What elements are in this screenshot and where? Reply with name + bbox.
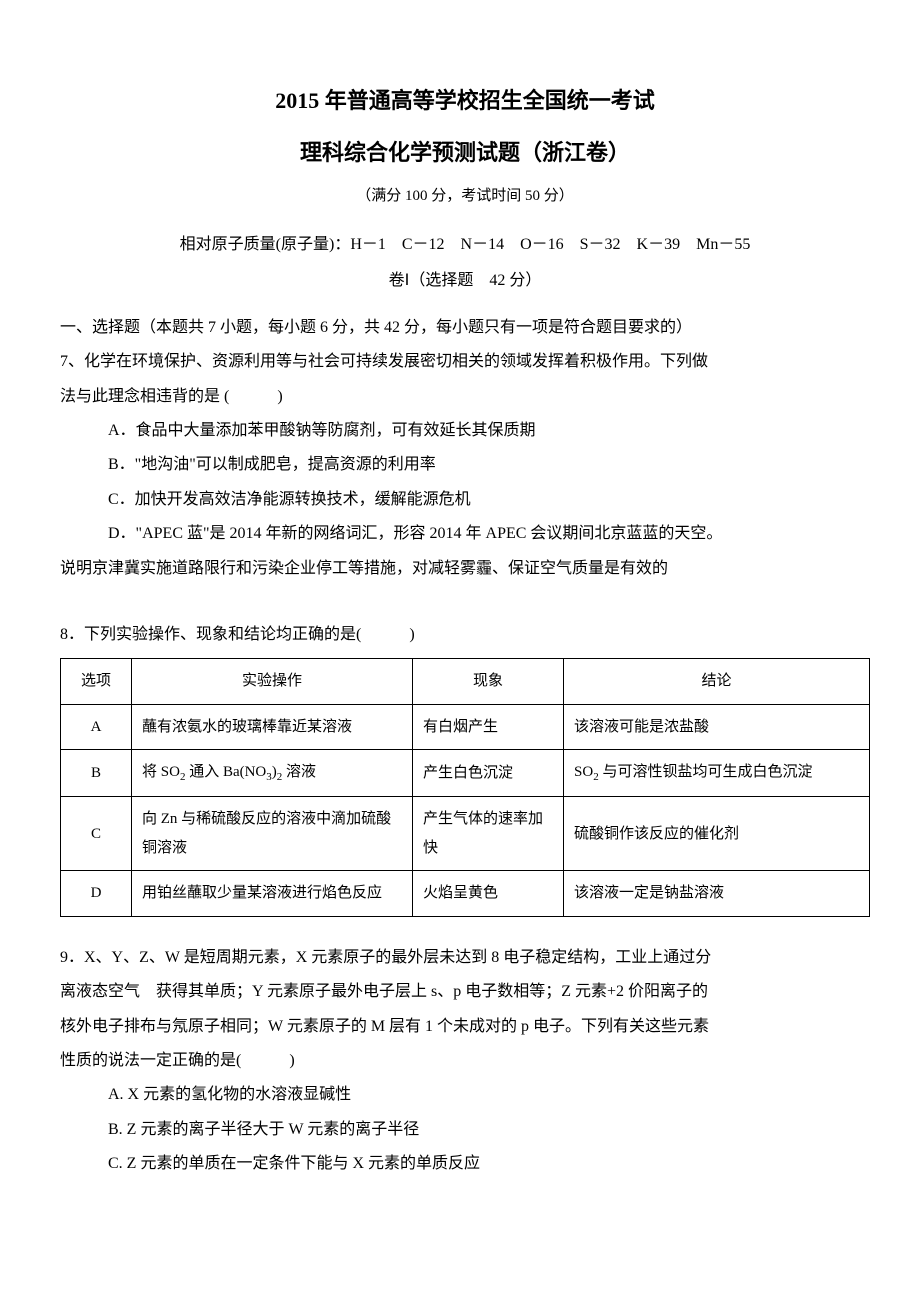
cell-operation: 蘸有浓氨水的玻璃棒靠近某溶液 [132,704,413,750]
cell-conclusion: 该溶液可能是浓盐酸 [564,704,870,750]
table-header-row: 选项 实验操作 现象 结论 [61,659,870,705]
q7-option-a: A．食品中大量添加苯甲酸钠等防腐剂，可有效延长其保质期 [108,416,870,446]
q9-stem-line3: 核外电子排布与氖原子相同；W 元素原子的 M 层有 1 个未成对的 p 电子。下… [60,1012,870,1042]
cell-opt: B [61,750,132,797]
exam-title-line2: 理科综合化学预测试题（浙江卷） [60,132,870,174]
q9-option-c: C. Z 元素的单质在一定条件下能与 X 元素的单质反应 [108,1149,870,1179]
atomic-mass-line: 相对原子质量(原子量)：H－1 C－12 N－14 O－16 S－32 K－39… [60,230,870,260]
cell-conclusion: 该溶液一定是钠盐溶液 [564,871,870,917]
cell-phenomenon: 产生气体的速率加快 [413,797,564,871]
col-header-conclusion: 结论 [564,659,870,705]
cell-opt: C [61,797,132,871]
q7-stem-line1: 7、化学在环境保护、资源利用等与社会可持续发展密切相关的领域发挥着积极作用。下列… [60,347,870,377]
q7-option-d-cont: 说明京津冀实施道路限行和污染企业停工等措施，对减轻雾霾、保证空气质量是有效的 [60,554,870,584]
col-header-operation: 实验操作 [132,659,413,705]
cell-conclusion: SO2 与可溶性钡盐均可生成白色沉淀 [564,750,870,797]
q9-stem-line1: 9．X、Y、Z、W 是短周期元素，X 元素原子的最外层未达到 8 电子稳定结构，… [60,943,870,973]
table-row: D 用铂丝蘸取少量某溶液进行焰色反应 火焰呈黄色 该溶液一定是钠盐溶液 [61,871,870,917]
q9-option-b: B. Z 元素的离子半径大于 W 元素的离子半径 [108,1115,870,1145]
table-row: B 将 SO2 通入 Ba(NO3)2 溶液 产生白色沉淀 SO2 与可溶性钡盐… [61,750,870,797]
q8-stem: 8．下列实验操作、现象和结论均正确的是( ) [60,620,870,650]
q9-stem-line4: 性质的说法一定正确的是( ) [60,1046,870,1076]
col-header-option: 选项 [61,659,132,705]
q7-option-c: C．加快开发高效洁净能源转换技术，缓解能源危机 [108,485,870,515]
section-label: 卷Ⅰ（选择题 42 分） [60,266,870,296]
cell-operation: 向 Zn 与稀硫酸反应的溶液中滴加硫酸铜溶液 [132,797,413,871]
spacer [60,588,870,616]
q8-table: 选项 实验操作 现象 结论 A 蘸有浓氨水的玻璃棒靠近某溶液 有白烟产生 该溶液… [60,658,870,916]
exam-subtitle: （满分 100 分，考试时间 50 分） [60,182,870,211]
cell-phenomenon: 有白烟产生 [413,704,564,750]
table-row: C 向 Zn 与稀硫酸反应的溶液中滴加硫酸铜溶液 产生气体的速率加快 硫酸铜作该… [61,797,870,871]
table-row: A 蘸有浓氨水的玻璃棒靠近某溶液 有白烟产生 该溶液可能是浓盐酸 [61,704,870,750]
cell-operation: 用铂丝蘸取少量某溶液进行焰色反应 [132,871,413,917]
q9-stem-line2: 离液态空气 获得其单质；Y 元素原子最外电子层上 s、p 电子数相等；Z 元素+… [60,977,870,1007]
section-intro: 一、选择题（本题共 7 小题，每小题 6 分，共 42 分，每小题只有一项是符合… [60,313,870,343]
exam-title-line1: 2015 年普通高等学校招生全国统一考试 [60,80,870,122]
q7-stem-line2: 法与此理念相违背的是 ( ) [60,382,870,412]
cell-conclusion: 硫酸铜作该反应的催化剂 [564,797,870,871]
col-header-phenomenon: 现象 [413,659,564,705]
q9-option-a: A. X 元素的氢化物的水溶液显碱性 [108,1080,870,1110]
q7-option-b: B．"地沟油"可以制成肥皂，提高资源的利用率 [108,450,870,480]
q7-option-d: D．"APEC 蓝"是 2014 年新的网络词汇，形容 2014 年 APEC … [108,519,870,549]
cell-phenomenon: 火焰呈黄色 [413,871,564,917]
cell-phenomenon: 产生白色沉淀 [413,750,564,797]
cell-opt: A [61,704,132,750]
cell-operation: 将 SO2 通入 Ba(NO3)2 溶液 [132,750,413,797]
cell-opt: D [61,871,132,917]
